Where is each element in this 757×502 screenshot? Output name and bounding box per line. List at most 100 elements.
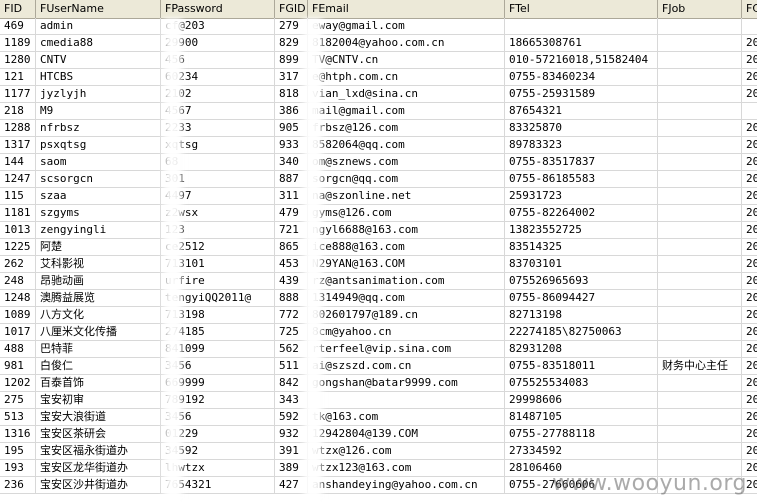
cell-fc[interactable]: 20 xyxy=(742,273,757,290)
cell-ftel[interactable]: 27334592 xyxy=(505,443,658,460)
cell-ftel[interactable]: 29998606 xyxy=(505,392,658,409)
cell-fjob[interactable] xyxy=(658,239,742,256)
cell-fid[interactable]: 469 xyxy=(0,18,36,35)
cell-fjob[interactable] xyxy=(658,341,742,358)
table-row[interactable]: 1248 澳腾益展览 tengyiQQ2011@ 888 1314949@qq.com 0… xyxy=(0,290,757,307)
table-row[interactable]: 469admincf@203279eway@gmail.com xyxy=(0,18,757,35)
table-row[interactable]: 1017八厘米文化传播2741857258cm@yahoo.cn22274185… xyxy=(0,324,757,341)
cell-ftel[interactable]: 0755-86185583 xyxy=(505,171,658,188)
cell-femail[interactable]: rz@antsanimation.com xyxy=(308,273,505,290)
cell-fc[interactable]: 20 xyxy=(742,120,757,137)
cell-fusername[interactable]: 百泰首饰 xyxy=(36,375,161,392)
cell-fc[interactable]: 20 xyxy=(742,137,757,154)
cell-ftel[interactable]: 075525534083 xyxy=(505,375,658,392)
cell-femail[interactable]: ice888@163.com xyxy=(308,239,505,256)
cell-fjob[interactable] xyxy=(658,256,742,273)
column-header-ftel[interactable]: FTel xyxy=(505,0,658,18)
cell-fusername[interactable]: M9 xyxy=(36,103,161,120)
cell-femail[interactable]: 8cm@yahoo.cn xyxy=(308,324,505,341)
cell-femail[interactable]: anshandeying@yahoo.com.cn xyxy=(308,477,505,494)
cell-fusername[interactable]: nfrbsz xyxy=(36,120,161,137)
cell-fjob[interactable] xyxy=(658,392,742,409)
column-header-fgid[interactable]: FGID xyxy=(275,0,308,18)
cell-femail[interactable]: frbsz@126.com xyxy=(308,120,505,137)
cell-femail[interactable]: 12942804@139.COM xyxy=(308,426,505,443)
cell-fid[interactable]: 218 xyxy=(0,103,36,120)
cell-fid[interactable]: 1177 xyxy=(0,86,36,103)
cell-femail[interactable]: gyms@126.com xyxy=(308,205,505,222)
table-row[interactable]: 1316宝安区茶研会0122993212942804@139.COM0755-2… xyxy=(0,426,757,443)
cell-fid[interactable]: 1202 xyxy=(0,375,36,392)
cell-fc[interactable]: 20 xyxy=(742,239,757,256)
cell-femail[interactable]: wtzx123@163.com xyxy=(308,460,505,477)
cell-ftel[interactable]: 0755-83460234 xyxy=(505,69,658,86)
cell-fc[interactable]: 20 xyxy=(742,358,757,375)
cell-fc[interactable]: 20 xyxy=(742,341,757,358)
cell-fusername[interactable]: szgyms xyxy=(36,205,161,222)
cell-fid[interactable]: 1189 xyxy=(0,35,36,52)
cell-fc[interactable]: 20 xyxy=(742,460,757,477)
cell-fid[interactable]: 236 xyxy=(0,477,36,494)
table-row[interactable]: 1189cmedia88299008298182004@yahoo.com.cn… xyxy=(0,35,757,52)
cell-fjob[interactable] xyxy=(658,120,742,137)
cell-fid[interactable]: 1181 xyxy=(0,205,36,222)
table-row[interactable]: 121HTCBS60234317e@htph.com.cn0755-834602… xyxy=(0,69,757,86)
cell-fjob[interactable]: 财务中心主任 xyxy=(658,358,742,375)
cell-ftel[interactable]: 25931723 xyxy=(505,188,658,205)
cell-fusername[interactable]: 澳腾益展览 xyxy=(36,290,161,307)
cell-fid[interactable]: 1316 xyxy=(0,426,36,443)
cell-fjob[interactable] xyxy=(658,443,742,460)
cell-femail[interactable]: na@szonline.net xyxy=(308,188,505,205)
table-row[interactable]: 193宝安区龙华街道办lhwtzx389wtzx123@163.com28106… xyxy=(0,460,757,477)
cell-ftel[interactable]: 0755-82264002 xyxy=(505,205,658,222)
cell-fid[interactable]: 1288 xyxy=(0,120,36,137)
cell-fjob[interactable] xyxy=(658,409,742,426)
table-row[interactable]: 1013zengyingli123721ngyl6688@163.com1382… xyxy=(0,222,757,239)
table-row[interactable]: 115szaa4497311na@szonline.net2593172320 xyxy=(0,188,757,205)
cell-fjob[interactable] xyxy=(658,273,742,290)
cell-femail[interactable]: e@htph.com.cn xyxy=(308,69,505,86)
cell-femail[interactable]: wtzx@126.com xyxy=(308,443,505,460)
cell-femail[interactable]: ngyl6688@163.com xyxy=(308,222,505,239)
cell-fusername[interactable]: szaa xyxy=(36,188,161,205)
table-row[interactable]: 1317psxqtsgxqtsg9338582064@qq.com8978332… xyxy=(0,137,757,154)
cell-fc[interactable]: 20 xyxy=(742,443,757,460)
cell-fjob[interactable] xyxy=(658,375,742,392)
cell-fjob[interactable] xyxy=(658,171,742,188)
cell-ftel[interactable]: 010-57216018,51582404 xyxy=(505,52,658,69)
cell-fjob[interactable] xyxy=(658,137,742,154)
cell-fc[interactable]: 20 xyxy=(742,256,757,273)
cell-ftel[interactable]: 0755-83518011 xyxy=(505,358,658,375)
cell-fid[interactable]: 1280 xyxy=(0,52,36,69)
cell-fc[interactable]: 20 xyxy=(742,171,757,188)
cell-fc[interactable]: 20 xyxy=(742,477,757,494)
cell-fusername[interactable]: cmedia88 xyxy=(36,35,161,52)
column-header-fpassword[interactable]: FPassword xyxy=(161,0,275,18)
cell-fjob[interactable] xyxy=(658,18,742,35)
cell-ftel[interactable]: 82713198 xyxy=(505,307,658,324)
cell-fc[interactable]: 20 xyxy=(742,290,757,307)
cell-fusername[interactable]: saom xyxy=(36,154,161,171)
cell-ftel[interactable]: 0755-83517837 xyxy=(505,154,658,171)
cell-fjob[interactable] xyxy=(658,477,742,494)
cell-fusername[interactable]: 宝安大浪街道 xyxy=(36,409,161,426)
cell-fusername[interactable]: CNTV xyxy=(36,52,161,69)
cell-fjob[interactable] xyxy=(658,222,742,239)
cell-ftel[interactable]: 89783323 xyxy=(505,137,658,154)
cell-fjob[interactable] xyxy=(658,426,742,443)
cell-fc[interactable]: 20 xyxy=(742,324,757,341)
cell-fjob[interactable] xyxy=(658,69,742,86)
cell-fjob[interactable] xyxy=(658,86,742,103)
table-row[interactable]: 275宝安初审7891923432999860620 xyxy=(0,392,757,409)
cell-fc[interactable]: 20 xyxy=(742,69,757,86)
cell-fjob[interactable] xyxy=(658,324,742,341)
table-row[interactable]: 981白俊仁3456511ai@szszd.com.cn0755-8351801… xyxy=(0,358,757,375)
table-row[interactable]: 248昂驰动画urfire439rz@antsanimation.com0755… xyxy=(0,273,757,290)
cell-ftel[interactable]: 83703101 xyxy=(505,256,658,273)
cell-femail[interactable]: tk@163.com xyxy=(308,409,505,426)
cell-femail[interactable]: N29YAN@163.COM xyxy=(308,256,505,273)
cell-ftel[interactable]: 81487105 xyxy=(505,409,658,426)
cell-fjob[interactable] xyxy=(658,103,742,120)
table-row[interactable]: 195宝安区福永街道办34592391wtzx@126.com273345922… xyxy=(0,443,757,460)
